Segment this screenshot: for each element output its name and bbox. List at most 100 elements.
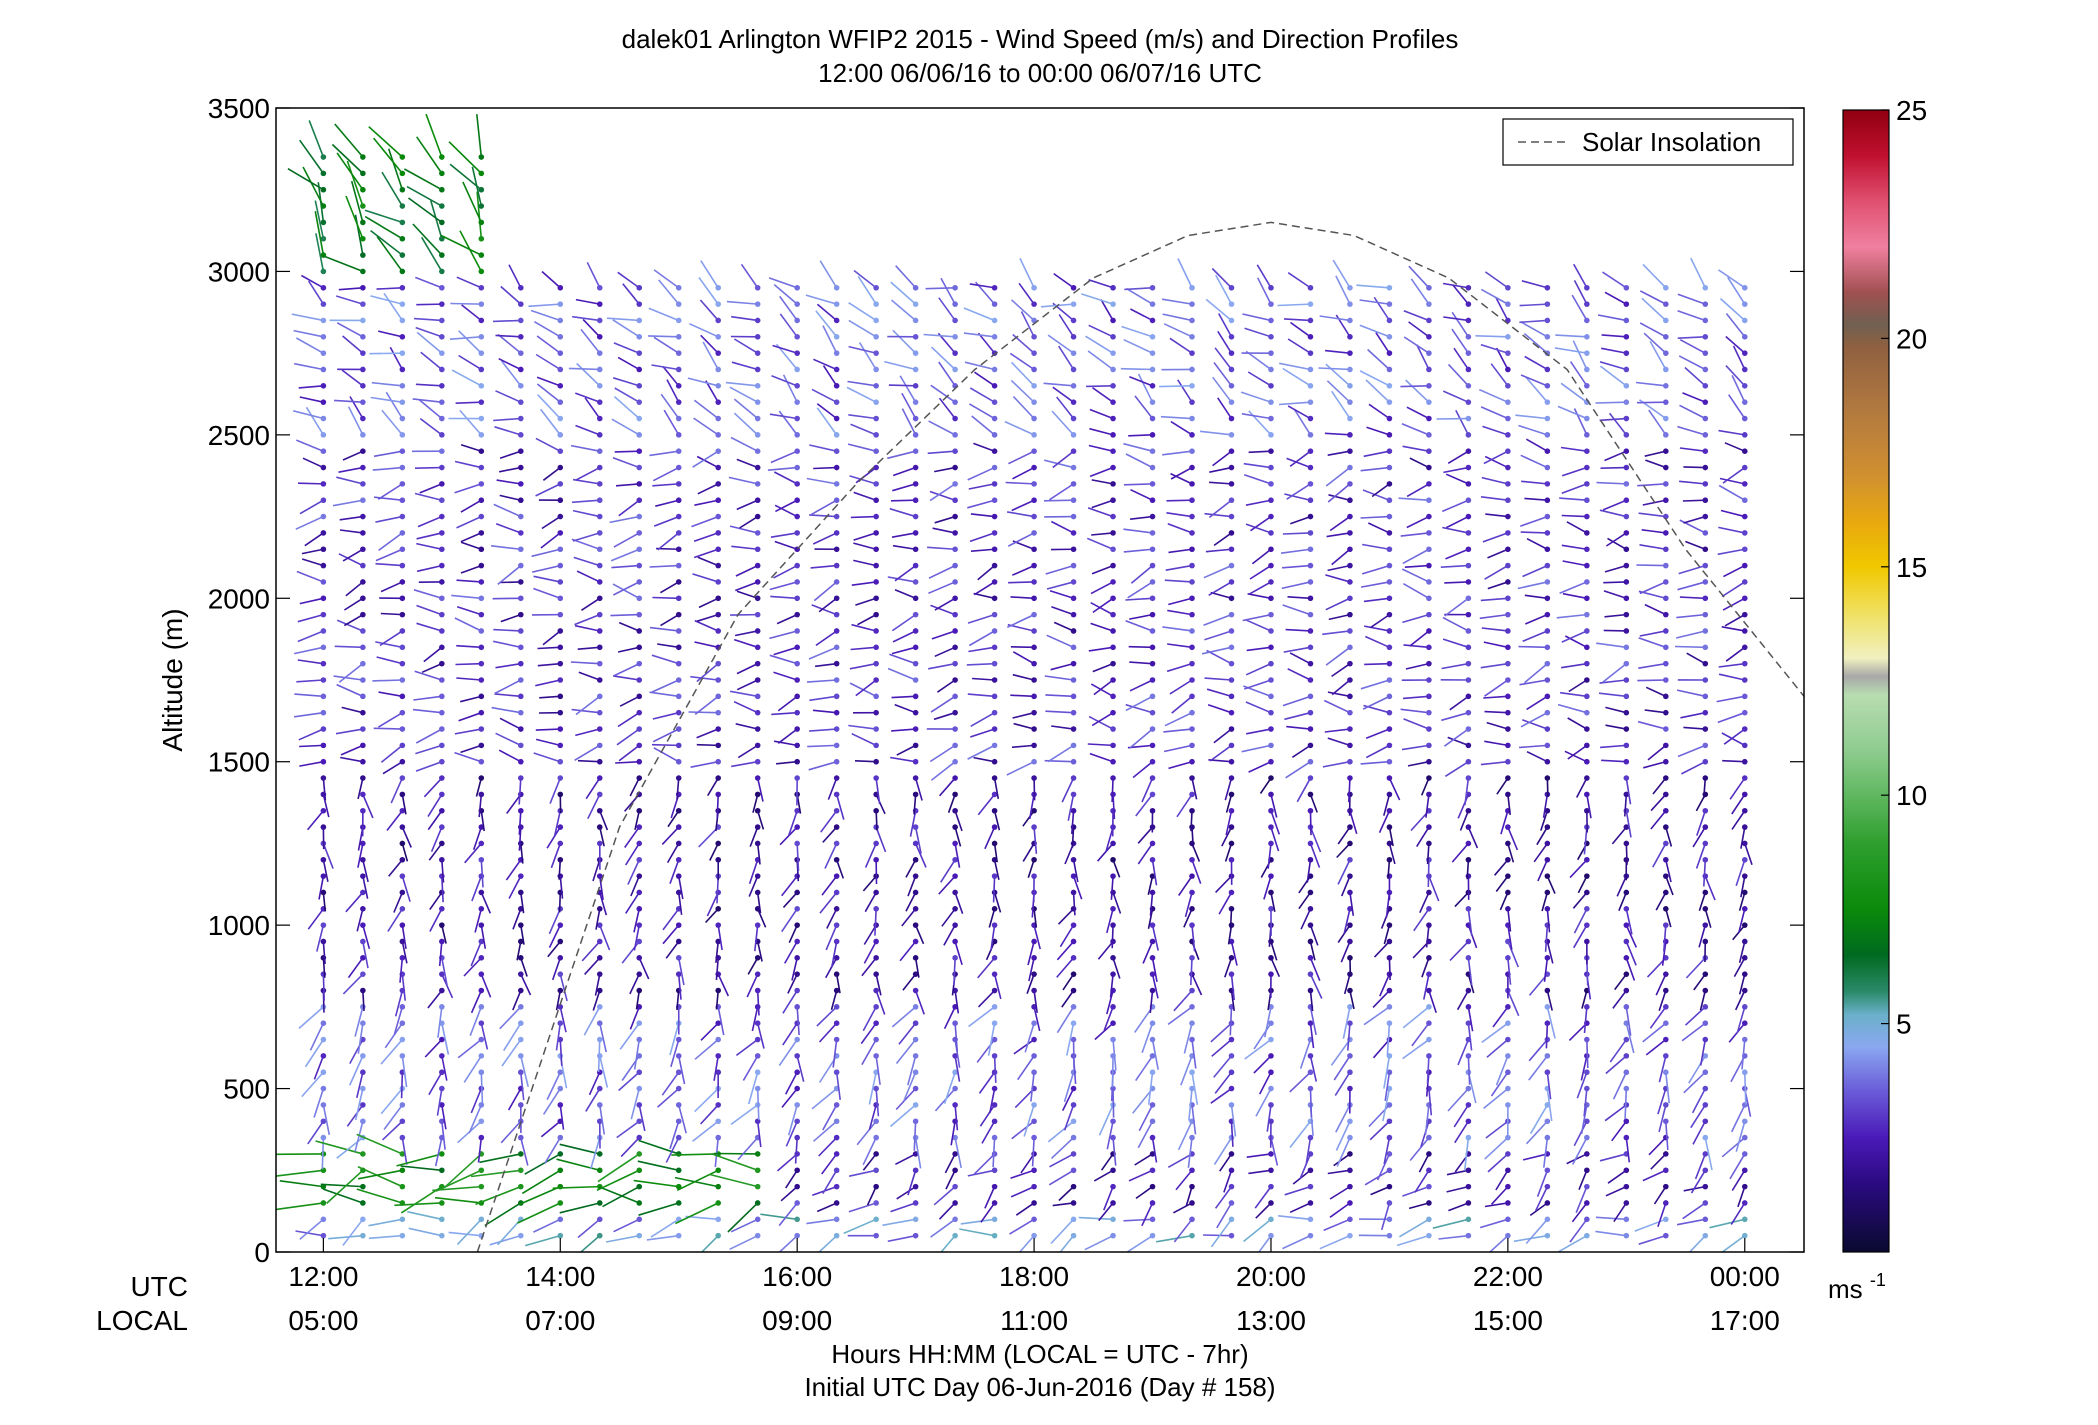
wind-barb-shaft [1011,744,1035,749]
wind-barb-shaft [1411,1022,1430,1047]
wind-barb-shaft [1534,1186,1549,1212]
wind-barb-shaft [296,337,324,354]
wind-barb-dot [1228,432,1235,438]
wind-barb-shaft [1625,777,1632,805]
wind-barb-dot [1623,562,1630,569]
wind-barb-shaft [305,406,325,436]
wind-barb-shaft [1428,990,1437,1013]
wind-barb-shaft [822,1169,838,1195]
wind-barb-dot [1228,628,1235,634]
wind-barb-dot [675,513,682,520]
wind-barb-shaft [1019,257,1035,289]
wind-barb-dot [1505,432,1511,438]
wind-barb-shaft [297,630,324,643]
wind-barb-shaft [1177,1120,1193,1151]
wind-barb-dot [1702,399,1709,405]
wind-barb-dot [399,628,406,634]
wind-barb-dot [1426,317,1432,324]
wind-barb-shaft [1053,272,1075,289]
wind-barb-shaft [821,875,838,896]
wind-barb-dot [1386,840,1393,847]
wind-barb-shaft [401,1055,408,1088]
wind-barb-shaft [1561,514,1587,518]
wind-barb-shaft [784,941,798,964]
wind-barb-shaft [614,450,640,453]
wind-barb-shaft [696,728,719,739]
wind-barb-dot [320,513,327,520]
wind-barb-shaft [553,810,562,837]
wind-barb-shaft [1170,472,1193,485]
wind-barb-dot [1505,677,1511,683]
wind-barb-dot [1307,889,1314,896]
wind-barb-shaft [1365,728,1390,740]
wind-barb-shaft [417,515,443,528]
wind-barb-dot [1149,1216,1156,1223]
wind-barb-shaft [1051,606,1074,616]
wind-barb-shaft [730,1104,759,1126]
wind-barb-dot [1031,448,1037,455]
wind-barb-shaft [782,990,798,1014]
wind-barb-shaft [508,264,522,289]
wind-barb-shaft [927,450,956,455]
wind-barb-shaft [1012,673,1035,681]
wind-barb-shaft [1546,778,1549,797]
wind-barb-shaft [652,483,679,487]
wind-barb-dot [873,906,879,912]
wind-barb-shaft [768,277,798,289]
wind-barb-dot [1110,383,1116,389]
colorbar-fill [1843,110,1889,1252]
wind-barb-dot [557,1085,564,1092]
wind-barb-shaft [1125,703,1153,714]
wind-barb-shaft [846,386,877,403]
wind-barb-dot [399,922,406,928]
wind-barb-shaft [1561,630,1588,643]
wind-barb-dot [360,726,366,732]
wind-barb-dot [1110,726,1116,732]
wind-barb-dot [320,677,327,683]
wind-barb-shaft [887,667,916,681]
wind-barb-dot [1663,611,1669,618]
wind-barb-dot [360,513,366,520]
wind-barb-dot [1149,334,1156,340]
wind-barb-shaft [993,973,1002,1000]
wind-barb-shaft [863,924,877,945]
wind-barb-dot [320,219,327,226]
wind-barb-shaft [973,756,995,763]
wind-barb-shaft [499,1006,522,1030]
wind-barb-shaft [1249,564,1272,580]
wind-barb-dot [517,660,524,667]
wind-barb-dot [1228,889,1235,896]
wind-barb-dot [1110,922,1116,928]
wind-barb-dot [596,350,603,356]
wind-barb-shaft [1451,311,1470,338]
wind-barb-shaft [460,499,482,513]
wind-barb-shaft [756,990,760,1016]
wind-barb-shaft [1625,843,1628,865]
wind-barb-shaft [408,1227,443,1237]
wind-barb-shaft [1365,744,1390,759]
wind-barb-shaft [1012,466,1035,480]
wind-barb-dot [557,660,564,667]
wind-barb-shaft [518,827,522,851]
wind-barb-dot [1465,807,1472,814]
wind-barb-shaft [1089,427,1114,436]
wind-barb-dot [557,726,564,732]
wind-barb-shaft [979,1104,996,1127]
wind-barb-dot [675,562,682,569]
wind-barb-dot [952,775,958,781]
wind-barb-shaft [1248,450,1272,454]
wind-barb-shaft [547,940,561,958]
wind-barb-dot [439,987,445,994]
wind-barb-dot [1426,1151,1432,1157]
wind-barb-dot [794,579,800,585]
wind-barb-shaft [638,1202,679,1216]
wind-barb-shaft [521,1169,561,1195]
wind-barb-shaft [1191,925,1196,952]
wind-barb-dot [675,693,682,700]
wind-barb-dot [1426,840,1432,847]
wind-barb-shaft [905,859,917,878]
wind-barb-dot [1544,906,1551,912]
wind-barb-shaft [419,417,443,436]
wind-barb-dot [360,1102,366,1108]
wind-barb-dot [636,709,643,716]
